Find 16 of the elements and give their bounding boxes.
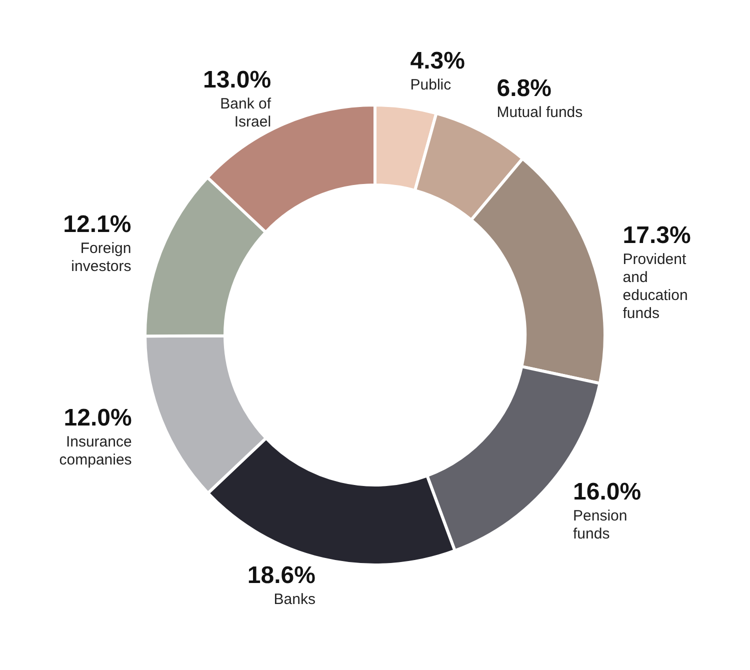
data-label: 16.0%	[573, 478, 642, 506]
slice-label: Provident and education funds	[622, 250, 688, 322]
data-label: 12.0%	[64, 404, 132, 432]
slice-label: Public	[410, 76, 452, 94]
slice-label: Mutual funds	[496, 104, 583, 122]
data-label: 6.8%	[496, 75, 552, 102]
data-label: 4.3%	[410, 47, 465, 74]
data-label: 18.6%	[247, 562, 316, 590]
slice-label: Insurance companies	[59, 434, 132, 469]
slice-label: Pension funds	[573, 508, 628, 543]
slice-label: Banks	[274, 591, 316, 608]
data-label: 13.0%	[202, 66, 272, 94]
slice-label: Bank of Israel	[220, 96, 272, 131]
data-label: 17.3%	[622, 222, 691, 249]
data-label: 12.1%	[63, 211, 132, 238]
slice-label: Foreign investors	[71, 240, 132, 276]
